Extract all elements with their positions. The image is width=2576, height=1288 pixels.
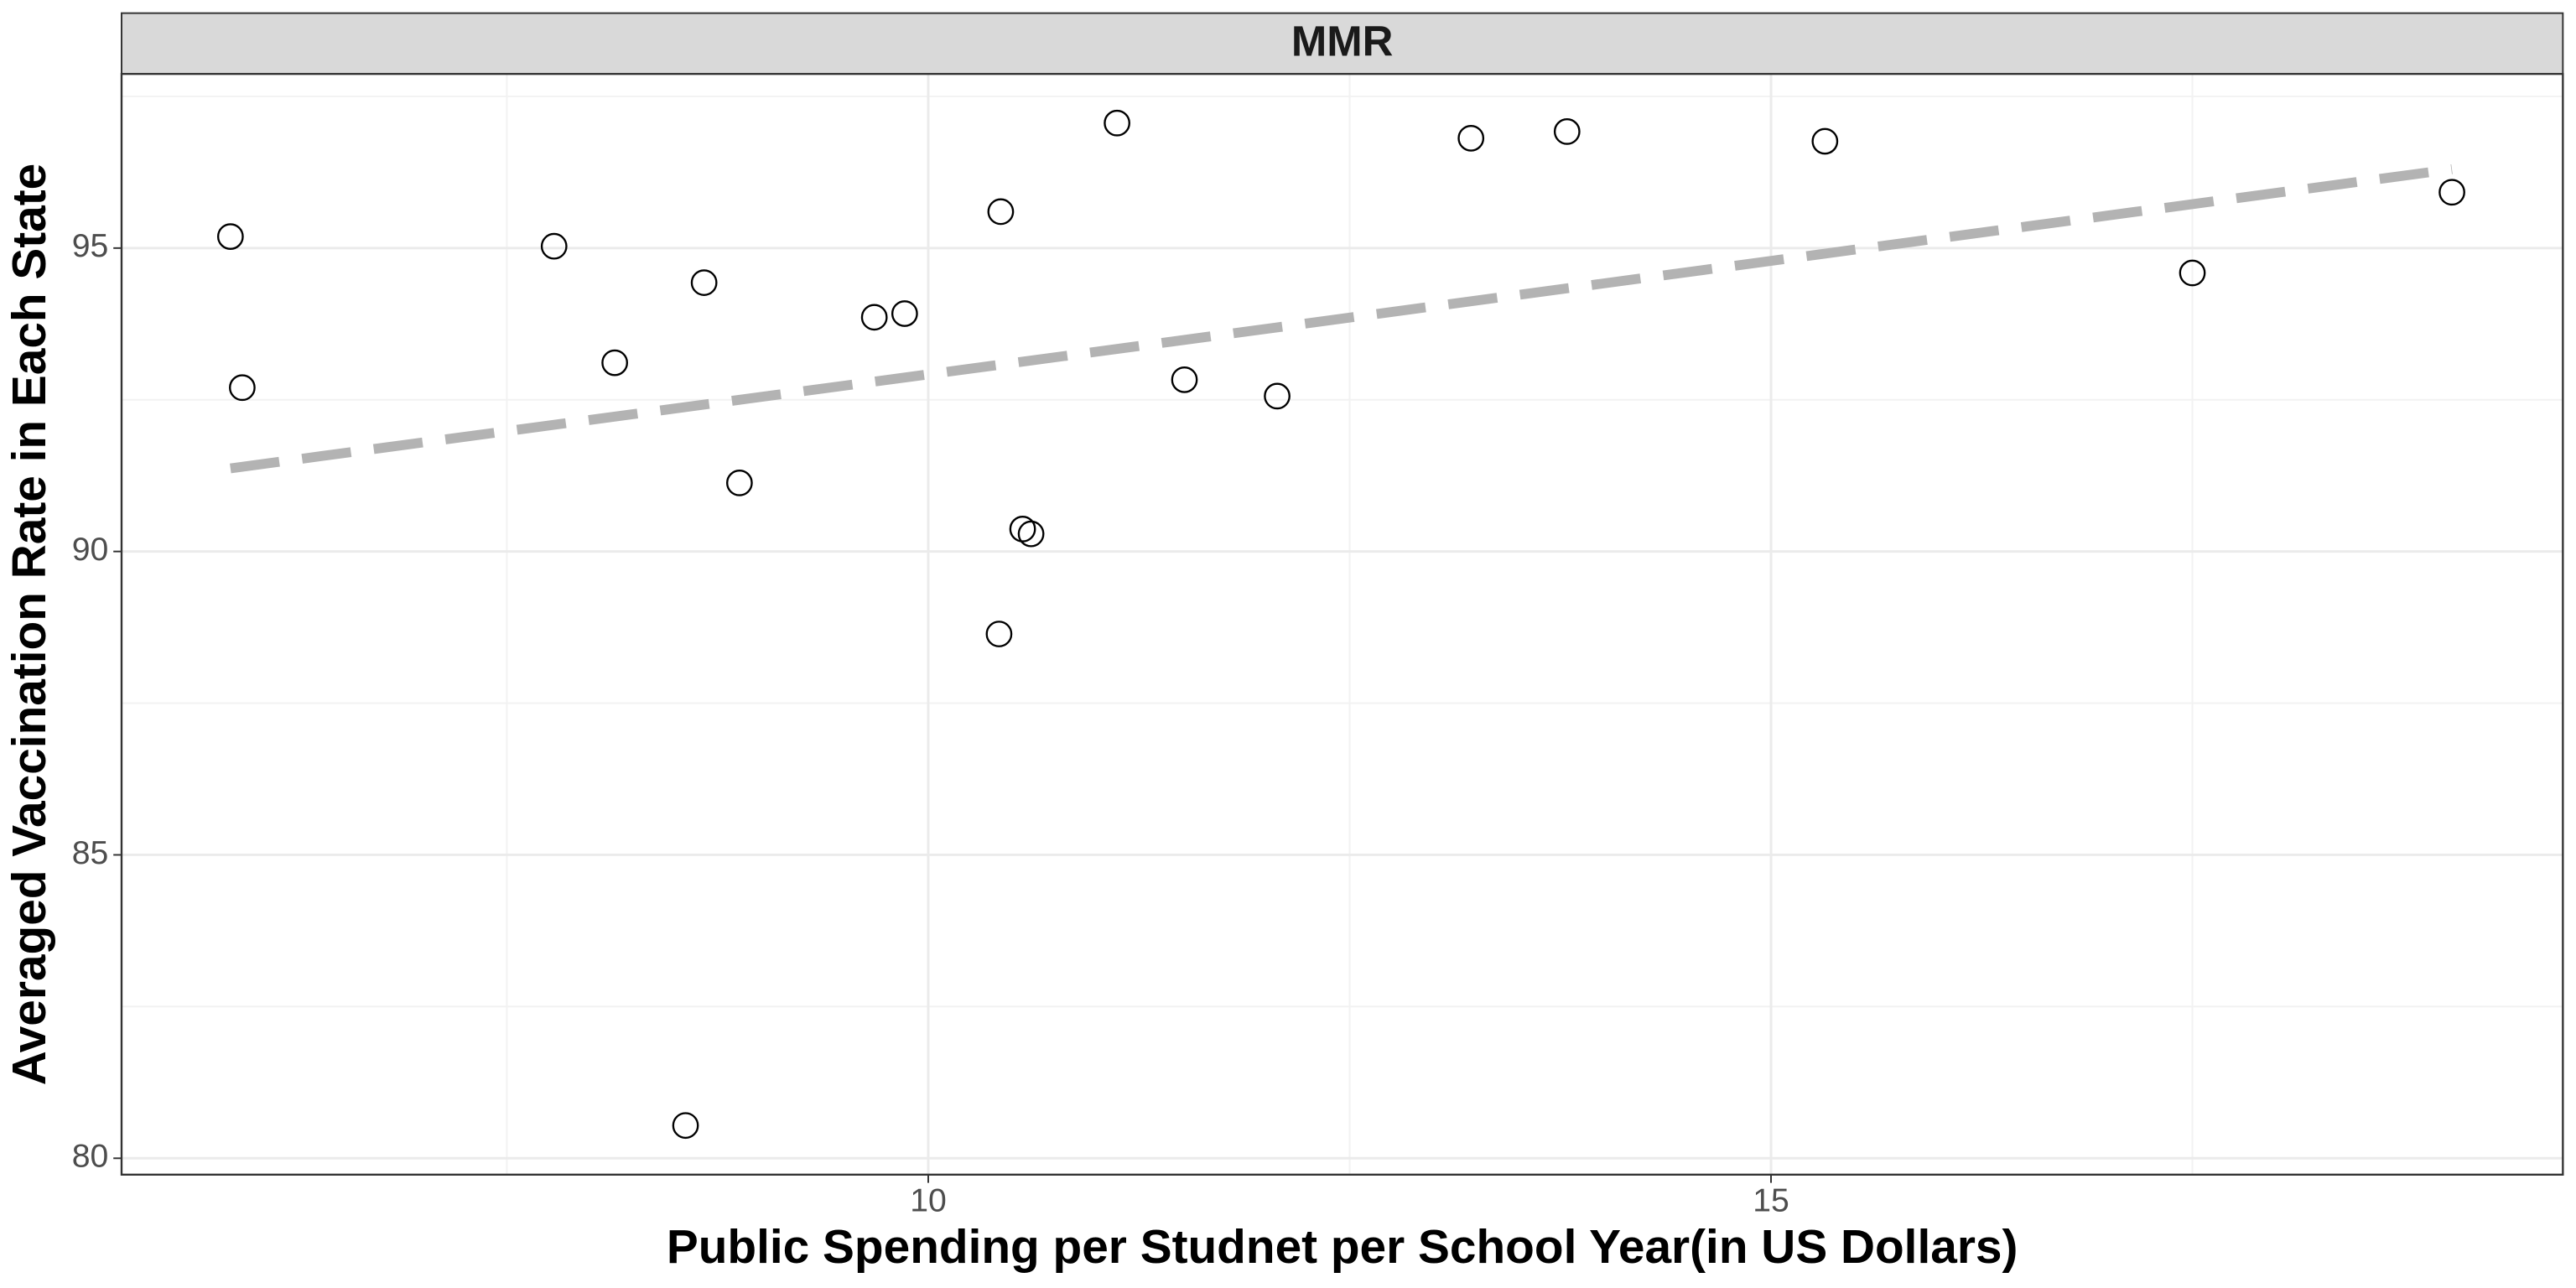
point <box>891 300 918 327</box>
point <box>987 198 1015 226</box>
point <box>2179 259 2206 287</box>
point <box>1017 520 1045 548</box>
point <box>672 1112 699 1140</box>
point <box>1811 127 1839 155</box>
y-tick-label: 90 <box>72 532 109 568</box>
panel-border <box>120 72 2564 1176</box>
trend-line <box>230 164 2453 474</box>
y-tick-label: 85 <box>72 835 109 871</box>
y-tick-label: 80 <box>72 1139 109 1175</box>
point <box>860 304 888 331</box>
point <box>690 269 718 296</box>
x-tick-label: 15 <box>1753 1182 1789 1218</box>
x-axis-title: Public Spending per Studnet per School Y… <box>667 1221 2018 1274</box>
point <box>540 232 568 260</box>
point <box>1104 109 1130 137</box>
point <box>1457 124 1485 152</box>
panel <box>121 74 2563 1175</box>
y-tick-label: 95 <box>72 228 109 264</box>
point <box>216 223 244 250</box>
x-tick-label: 10 <box>910 1182 947 1218</box>
point <box>229 374 256 402</box>
y-axis-title: Averaged Vaccination Rate in Each State <box>3 164 56 1086</box>
point <box>985 621 1013 647</box>
point <box>601 349 628 377</box>
point <box>2438 179 2465 206</box>
point <box>725 470 753 496</box>
facet-strip <box>120 12 2564 75</box>
point <box>1553 118 1581 145</box>
point <box>1264 382 1291 410</box>
facet-label: MMR <box>1291 17 1394 65</box>
plot-area <box>121 74 2563 1175</box>
point <box>1171 366 1198 393</box>
point <box>1009 516 1036 543</box>
